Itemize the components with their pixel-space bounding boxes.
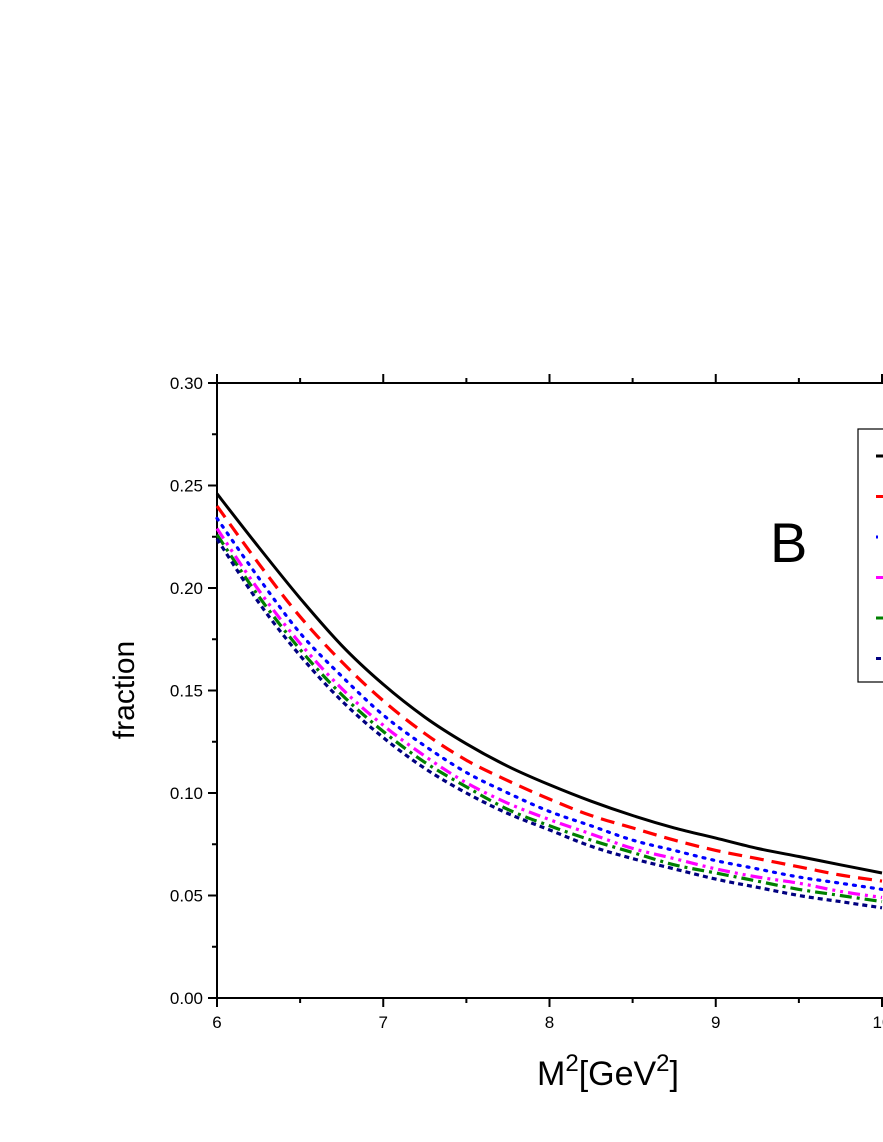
- y-tick-label: 0.10: [170, 784, 203, 803]
- y-axis-title: fraction: [108, 641, 141, 739]
- x-tick-label: 6: [212, 1013, 221, 1032]
- x-axis-title: M2[GeV2]: [537, 1050, 679, 1093]
- x-tick-label: 10: [873, 1013, 883, 1032]
- x-axis-title-sup2: 2: [656, 1050, 669, 1077]
- series-line-2: [215, 505, 883, 883]
- x-axis-title-end: ]: [670, 1055, 679, 1093]
- series-line-4: [215, 527, 883, 900]
- x-tick-label: 9: [711, 1013, 720, 1032]
- plot-area: 0.00 0.05 0.10 0.15 0.20 0.25 0.30 6 7 8 9 10: [170, 374, 883, 1032]
- y-tick-label: 0.20: [170, 579, 203, 598]
- plot-frame: [216, 382, 883, 999]
- x-axis-title-mid: [GeV: [579, 1055, 657, 1093]
- y-tick-label: 0.30: [170, 374, 203, 393]
- y-tick-label: 0.00: [170, 989, 203, 1008]
- x-tick-label: 8: [545, 1013, 554, 1032]
- y-tick-label: 0.25: [170, 477, 203, 496]
- legend-box: [857, 428, 883, 683]
- y-tick-label: 0.15: [170, 682, 203, 701]
- series-layer: [215, 492, 883, 910]
- x-axis-title-sup1: 2: [565, 1050, 578, 1077]
- x-axis-title-base: M: [537, 1055, 565, 1093]
- x-axis: 6 7 8 9 10: [212, 374, 883, 1032]
- y-axis: 0.00 0.05 0.10 0.15 0.20 0.25 0.30: [170, 374, 217, 1008]
- series-line-6: [215, 537, 883, 910]
- panel-letter: B: [770, 511, 807, 574]
- series-line-5: [215, 533, 883, 904]
- legend: [857, 428, 883, 683]
- series-line-1: [215, 492, 883, 875]
- x-tick-label: 7: [379, 1013, 388, 1032]
- series-line-3: [215, 516, 883, 891]
- y-tick-label: 0.05: [170, 887, 203, 906]
